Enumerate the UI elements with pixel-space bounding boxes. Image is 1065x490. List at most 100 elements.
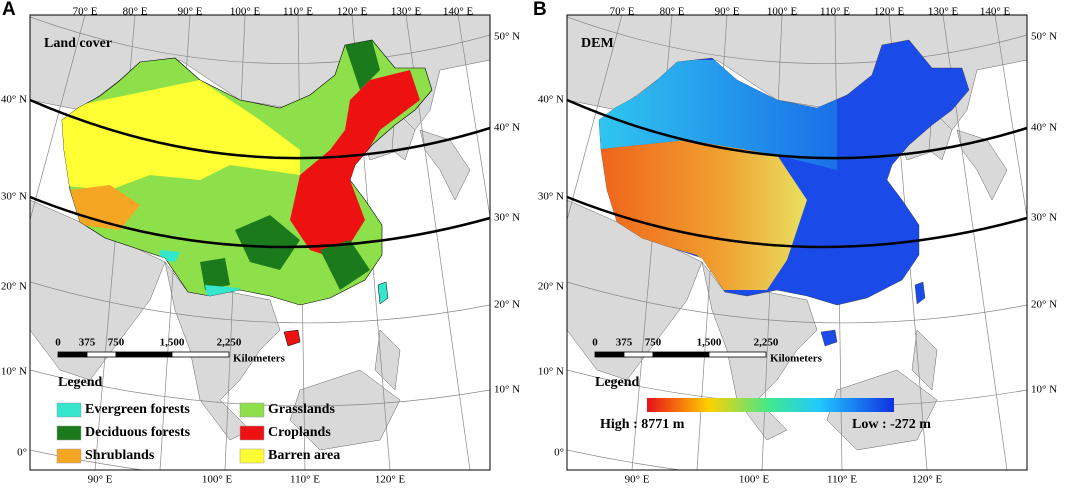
lat-label: 30° N <box>494 212 520 224</box>
legend-label: Grasslands <box>268 402 335 417</box>
island <box>377 281 389 305</box>
lon-label: 90° E <box>715 6 740 18</box>
lat-label: 20° N <box>1 281 27 293</box>
lat-label: 50° N <box>494 31 520 43</box>
legend-swatch <box>56 402 82 418</box>
scale-label: 0 <box>592 337 598 349</box>
panel-label: B <box>533 0 547 20</box>
legend-title: Legend <box>58 375 103 390</box>
lon-label: 90° E <box>625 474 650 486</box>
latitude-30n <box>566 195 1028 249</box>
lon-label: 130° E <box>928 6 959 18</box>
map-panel: A Land cover 70° E 80° E 90° E 100° E 110° E 12… <box>1 0 520 486</box>
lat-label: 0° <box>554 447 564 459</box>
lon-label: 120° E <box>912 474 943 486</box>
scale-label: 1,500 <box>697 337 722 349</box>
cropland-area <box>290 70 420 260</box>
scale-label: 2,250 <box>754 337 779 349</box>
landcover <box>62 40 420 305</box>
lat-label: 10° N <box>1031 384 1057 396</box>
lon-label: 110° E <box>290 474 320 486</box>
graticule-line <box>567 15 623 221</box>
legend-swatch <box>239 448 265 464</box>
scale-segment <box>171 351 230 358</box>
graticule-line <box>30 449 146 470</box>
scale-label: 375 <box>616 337 633 349</box>
graticule-line <box>994 15 1027 220</box>
island <box>283 329 301 347</box>
lat-label: 10° N <box>494 384 520 396</box>
lon-label: 70° E <box>610 6 635 18</box>
legend-label: Shrublands <box>85 448 155 463</box>
scale-label: 0 <box>55 337 61 349</box>
lon-label: 110° E <box>827 474 857 486</box>
scale-unit: Kilometers <box>233 353 286 365</box>
landmass <box>164 261 281 441</box>
legend-ramp <box>647 398 894 412</box>
plateau-area <box>599 140 807 290</box>
graticule-line <box>30 281 490 324</box>
graticule-line <box>30 16 490 64</box>
legend-swatch <box>239 425 265 441</box>
lat-label: 40° N <box>1031 122 1057 134</box>
scale-segment <box>652 351 710 358</box>
lat-label: 50° N <box>1031 31 1057 43</box>
island <box>914 281 926 305</box>
landmass <box>289 369 401 451</box>
scale-unit: Kilometers <box>770 353 823 365</box>
lon-label: 110° E <box>283 6 313 18</box>
scale-label: 2,250 <box>217 337 242 349</box>
lon-label: 100° E <box>230 6 261 18</box>
landmass <box>911 329 938 391</box>
lon-label: 80° E <box>660 6 685 18</box>
legend-title: Legend <box>595 375 640 390</box>
graticule-line <box>30 15 86 221</box>
landmass <box>374 329 401 391</box>
legend-swatch <box>56 425 82 441</box>
map-frame <box>566 14 1028 471</box>
lat-label: 30° N <box>1 191 27 203</box>
lon-label: 80° E <box>123 6 148 18</box>
legend-high: High : 8771 m <box>600 417 685 432</box>
lon-label: 100° E <box>739 474 770 486</box>
island <box>820 329 838 347</box>
scale-segment <box>86 351 117 358</box>
scale-segment <box>708 351 767 358</box>
lat-label: 30° N <box>538 191 564 203</box>
lon-label: 140° E <box>980 6 1011 18</box>
lon-label: 130° E <box>391 6 422 18</box>
lon-label: 120° E <box>337 6 368 18</box>
map-panel: B DEM 70° E 80° E 90° E 100° E 110° E 120° E 130… <box>533 0 1057 486</box>
scale-label: 750 <box>645 337 662 349</box>
lat-label: 20° N <box>1031 299 1057 311</box>
barren-area <box>62 80 300 190</box>
lat-label: 10° N <box>1 366 27 378</box>
graticule-line <box>567 16 1027 64</box>
legend-label: Croplands <box>268 425 331 440</box>
latitude-40n <box>566 98 1028 160</box>
legend-swatch <box>56 448 82 464</box>
legend-low: Low : -272 m <box>852 417 931 432</box>
graticule-line <box>457 15 490 220</box>
map-title: DEM <box>581 36 614 51</box>
lat-label: 40° N <box>1 94 27 106</box>
scale-segment <box>57 351 88 358</box>
scale-segment <box>623 351 654 358</box>
lon-label: 120° E <box>874 6 905 18</box>
lon-label: 120° E <box>375 474 406 486</box>
latitude-30n <box>29 195 491 249</box>
map-frame <box>29 14 491 471</box>
shrubland-area <box>70 185 140 230</box>
lon-label: 110° E <box>820 6 850 18</box>
legend-label: Deciduous forests <box>85 425 191 440</box>
graticule-line <box>567 281 1027 324</box>
lon-label: 140° E <box>443 6 474 18</box>
lon-label: 70° E <box>73 6 98 18</box>
map-title: Land cover <box>44 36 112 51</box>
lat-label: 0° <box>17 447 27 459</box>
scale-label: 375 <box>79 337 96 349</box>
lon-label: 90° E <box>88 474 113 486</box>
lat-label: 40° N <box>538 94 564 106</box>
lat-label: 10° N <box>538 366 564 378</box>
scale-label: 750 <box>108 337 125 349</box>
